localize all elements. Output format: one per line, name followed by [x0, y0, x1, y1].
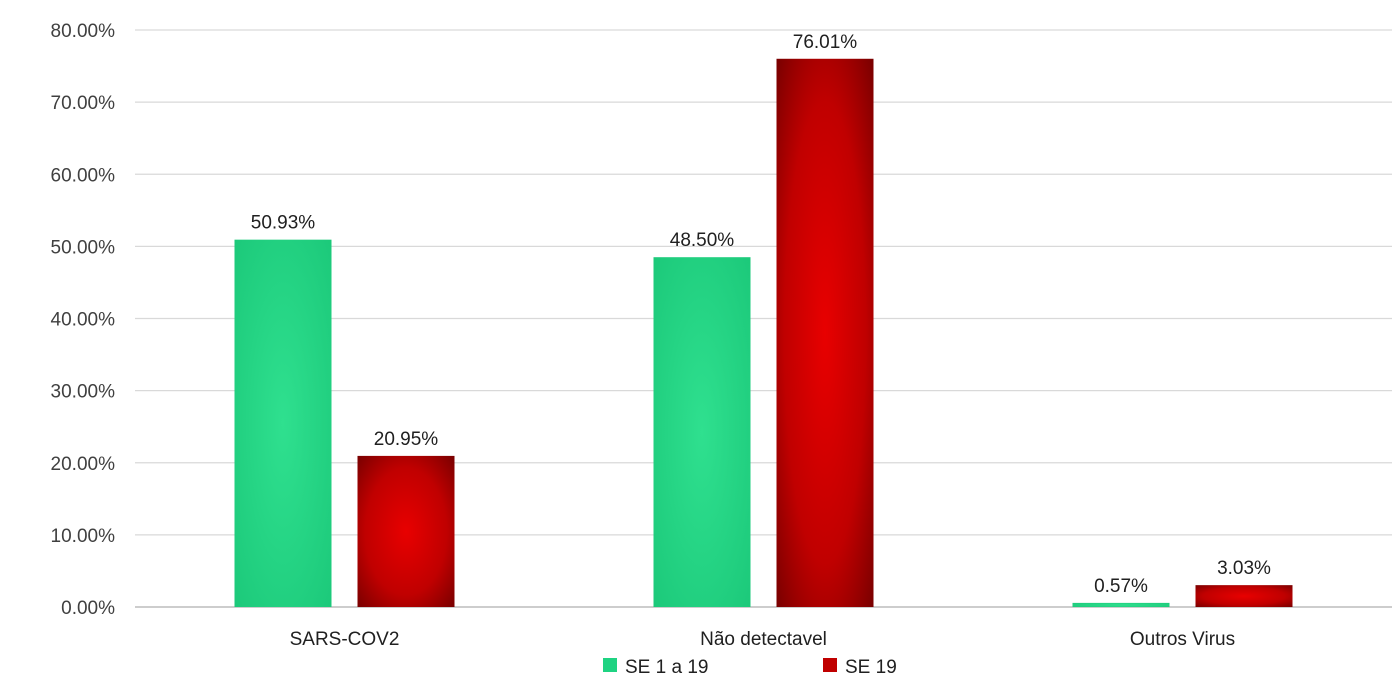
bar-se-1-a-19-1	[653, 257, 751, 607]
y-tick-label: 60.00%	[51, 165, 116, 186]
bar-se-1-a-19-2	[1072, 602, 1170, 607]
y-tick-label: 20.00%	[51, 454, 116, 475]
data-label: 76.01%	[793, 32, 858, 53]
x-category-label: Não detectavel	[700, 629, 827, 650]
data-label: 3.03%	[1217, 558, 1271, 579]
legend-swatch	[603, 658, 617, 672]
legend-label: SE 1 a 19	[625, 657, 708, 677]
y-tick-label: 30.00%	[51, 382, 116, 403]
y-tick-label: 70.00%	[51, 93, 116, 114]
data-labels: 50.93% 20.95% 48.50% 76.01% 0.57% 3.03%	[251, 32, 1271, 597]
bar-se-19-2	[1195, 585, 1293, 607]
data-label: 20.95%	[374, 429, 439, 450]
data-label: 48.50%	[670, 230, 735, 251]
legend-swatch	[823, 658, 837, 672]
bar-se-19-1	[776, 58, 874, 607]
x-axis: SARS-COV2 Não detectavel Outros Virus	[290, 629, 1236, 650]
gridlines	[135, 29, 1392, 608]
y-axis: 0.00% 10.00% 20.00% 30.00% 40.00% 50.00% 60.00…	[51, 21, 116, 619]
bars	[234, 58, 1293, 608]
y-tick-label: 40.00%	[51, 310, 116, 331]
y-tick-label: 0.00%	[61, 598, 115, 619]
x-category-label: Outros Virus	[1130, 629, 1235, 650]
bar-se-19-0	[357, 455, 455, 607]
legend: SE 1 a 19 SE 19	[603, 657, 897, 678]
x-category-label: SARS-COV2	[290, 629, 400, 650]
data-label: 50.93%	[251, 213, 316, 234]
data-label: 0.57%	[1094, 576, 1148, 597]
bar-se-1-a-19-0	[234, 239, 332, 608]
legend-label: SE 19	[845, 657, 897, 677]
y-tick-label: 80.00%	[51, 21, 116, 42]
y-tick-label: 10.00%	[51, 526, 116, 547]
y-tick-label: 50.00%	[51, 237, 116, 258]
